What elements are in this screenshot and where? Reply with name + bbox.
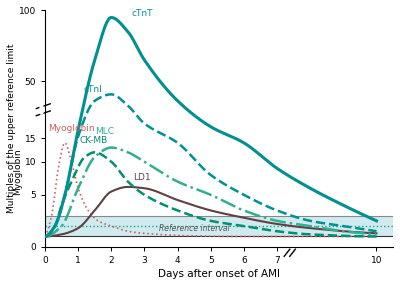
Bar <box>45 216 393 237</box>
Text: cTnI: cTnI <box>83 85 102 94</box>
X-axis label: Days after onset of AMI: Days after onset of AMI <box>158 269 280 279</box>
Text: Myoglobin: Myoglobin <box>13 148 22 194</box>
Text: Myoglobin: Myoglobin <box>48 124 94 133</box>
Y-axis label: Multiples of the upper reference limit: Multiples of the upper reference limit <box>7 44 16 213</box>
Text: MLC: MLC <box>95 128 114 136</box>
Text: CK-MB: CK-MB <box>80 136 108 145</box>
Text: LD1: LD1 <box>133 173 150 182</box>
Text: Reference interval: Reference interval <box>159 224 230 233</box>
Text: cTnT: cTnT <box>131 9 153 17</box>
